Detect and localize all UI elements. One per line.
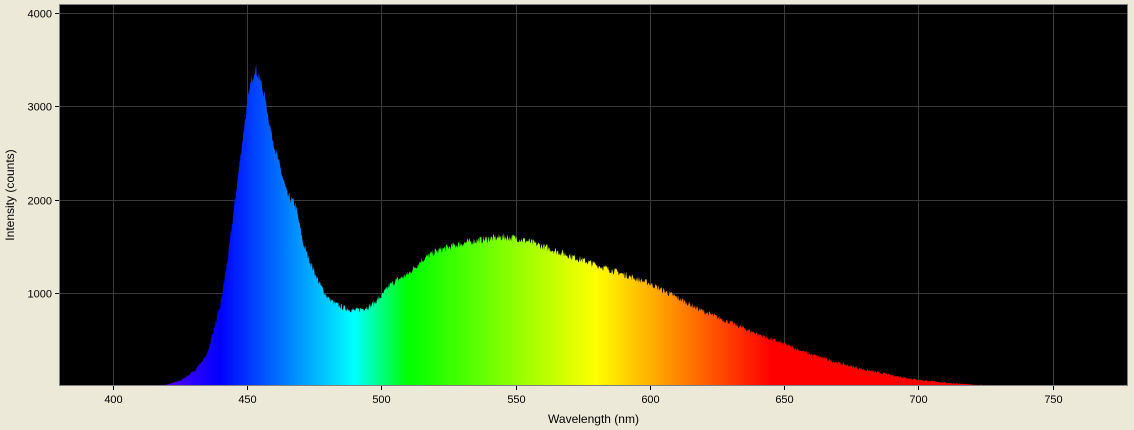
y-tick-label: 1000	[28, 289, 52, 301]
y-axis-title: Intensity (counts)	[3, 149, 17, 240]
x-axis-ticks: 400 450 500 550 600 650 700 750	[104, 386, 1063, 406]
x-tick-label: 550	[507, 394, 525, 406]
x-tick-label: 450	[238, 394, 256, 406]
x-tick-label: 750	[1044, 394, 1062, 406]
x-tick-label: 400	[104, 394, 122, 406]
y-axis-ticks: 1000 2000 3000 4000	[28, 9, 59, 301]
y-tick-label: 2000	[28, 196, 52, 208]
x-axis-title: Wavelength (nm)	[548, 412, 639, 426]
x-tick-label: 600	[641, 394, 659, 406]
spectrum-area	[139, 64, 1026, 386]
y-tick-label: 3000	[28, 102, 52, 114]
y-tick-label: 4000	[28, 9, 52, 21]
plot-frame	[59, 4, 1128, 386]
x-tick-label: 650	[775, 394, 793, 406]
x-tick-label: 700	[909, 394, 927, 406]
x-tick-label: 500	[372, 394, 390, 406]
